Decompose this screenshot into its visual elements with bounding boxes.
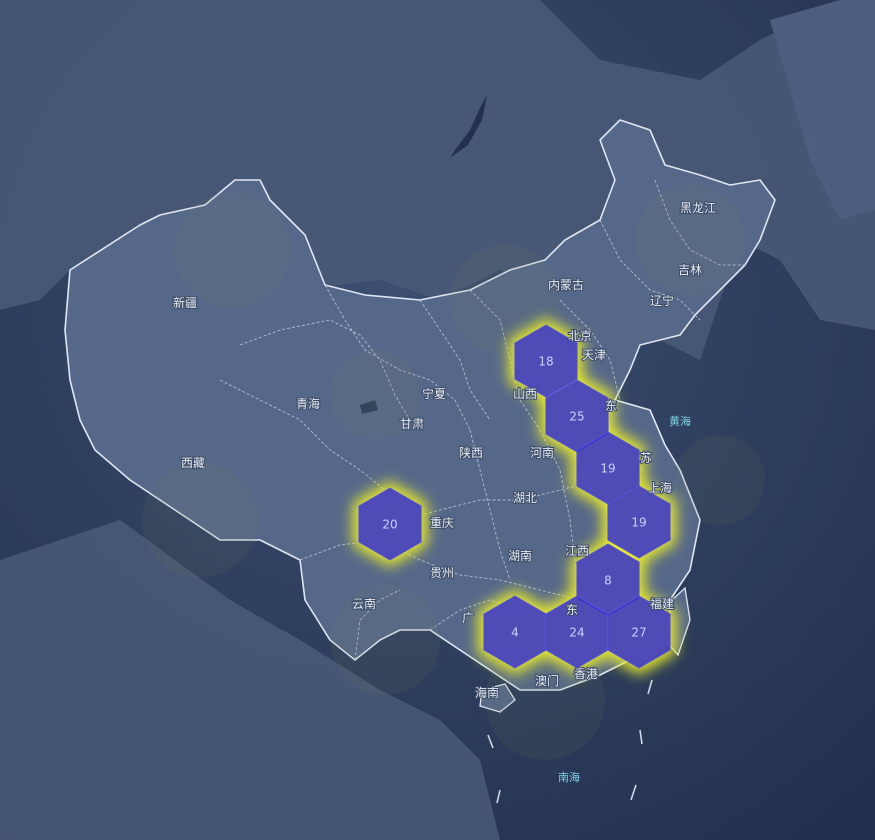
hex-shandong-value: 25 <box>569 410 584 424</box>
label-shanxi: 山西 <box>513 387 537 401</box>
label-guangxi: 广 <box>462 611 474 625</box>
label-fujian: 福建 <box>650 596 674 611</box>
label-yunnan: 云南 <box>352 596 376 611</box>
label-qinghai: 青海 <box>296 396 320 411</box>
hex-guangdong-value: 24 <box>569 626 584 640</box>
south-sea-islands <box>487 679 653 804</box>
qinghai-lake <box>360 400 378 414</box>
label-huanghai: 黄海 <box>669 414 691 428</box>
label-jiangxi: 江西 <box>565 544 589 558</box>
label-jiangsu: 苏 <box>640 451 652 465</box>
hex-sichuan-value: 20 <box>382 518 397 532</box>
label-shandong: 东 <box>605 399 617 413</box>
hex-guangxi-value: 4 <box>511 626 519 640</box>
hex-jiangsu-value: 19 <box>631 516 646 530</box>
label-beijing: 北京 <box>568 329 592 343</box>
label-shaanxi: 陕西 <box>459 445 483 460</box>
label-neimenggu: 内蒙古 <box>548 277 584 292</box>
label-xinjiang: 新疆 <box>173 295 197 310</box>
hex-fujian-value: 27 <box>631 626 646 640</box>
label-hubei: 湖北 <box>513 490 537 505</box>
label-jilin: 吉林 <box>678 263 702 277</box>
label-chongqing: 重庆 <box>430 516 454 530</box>
province-labels: 新疆 西藏 青海 甘肃 宁夏 陕西 内蒙古 黑龙江 吉林 辽宁 北京 天津 山西… <box>172 200 717 701</box>
label-xizang: 西藏 <box>181 456 205 470</box>
hex-beijing[interactable] <box>514 324 578 398</box>
hex-fujian[interactable] <box>607 595 671 669</box>
hexbin-layer: 18 25 19 19 8 4 24 27 20 <box>358 324 671 669</box>
label-shanghai: 上海 <box>648 480 672 495</box>
label-henan: 河南 <box>530 445 554 460</box>
label-xianggang: 香港 <box>574 667 598 681</box>
label-gansu: 甘肃 <box>400 417 424 431</box>
label-heilongjiang: 黑龙江 <box>680 201 716 215</box>
label-nanhai: 南海 <box>558 770 580 784</box>
label-guangdong: 东 <box>566 603 578 617</box>
label-ningxia: 宁夏 <box>422 386 446 401</box>
label-guizhou: 贵州 <box>430 566 454 580</box>
label-hunan: 湖南 <box>508 548 532 563</box>
label-hainan: 海南 <box>475 685 499 700</box>
hex-beijing-value: 18 <box>538 355 553 369</box>
hex-jiangxi-value: 8 <box>604 574 612 588</box>
sea-labels: 黄海 南海 <box>558 414 691 784</box>
label-tianjin: 天津 <box>582 348 606 362</box>
hex-jiangsu[interactable] <box>607 485 671 559</box>
label-aomen: 澳门 <box>535 673 559 688</box>
hex-henan-value: 19 <box>600 462 615 476</box>
hex-sichuan[interactable] <box>358 487 422 561</box>
label-liaoning: 辽宁 <box>650 293 674 308</box>
hainan-island <box>479 683 516 713</box>
